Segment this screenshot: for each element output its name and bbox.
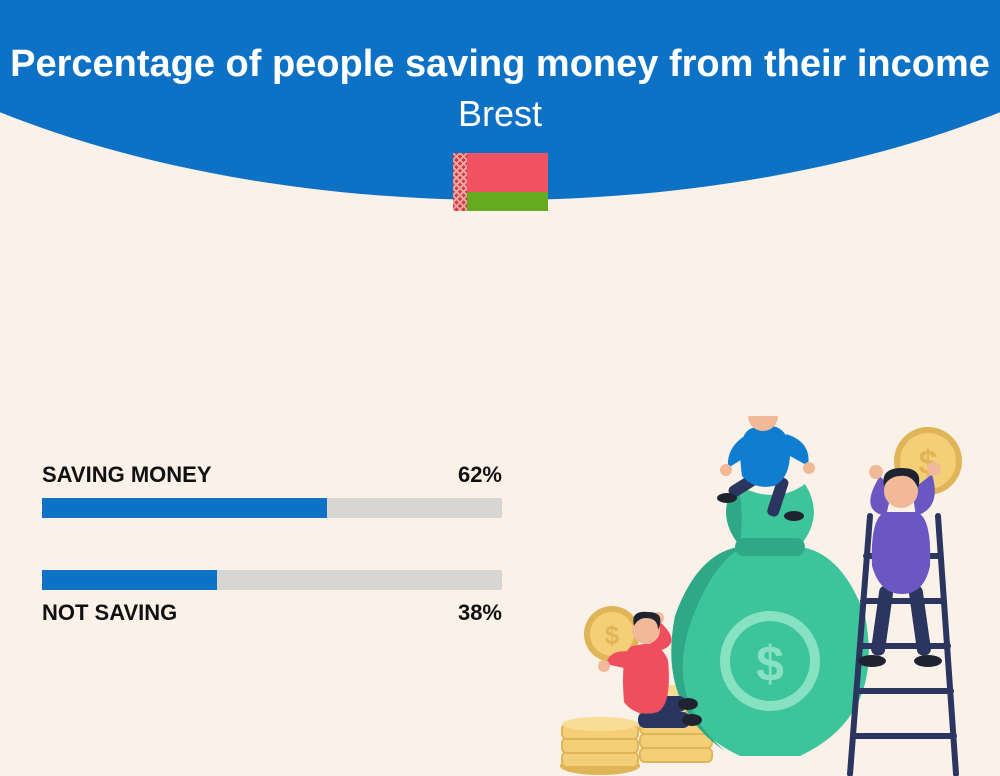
header: Percentage of people saving money from t… xyxy=(0,40,1000,211)
svg-text:$: $ xyxy=(756,636,784,692)
bar-group-saving: SAVING MONEY 62% xyxy=(42,462,502,518)
money-bag-icon: $ xyxy=(671,484,869,756)
flag-stripe-bottom xyxy=(467,192,548,212)
bar-value: 62% xyxy=(458,462,502,488)
bar-value: 38% xyxy=(458,600,502,626)
person-icon xyxy=(858,462,942,667)
bar-chart: SAVING MONEY 62% NOT SAVING 38% xyxy=(42,462,502,626)
bar-group-notsaving: NOT SAVING 38% xyxy=(42,570,502,626)
bar-track xyxy=(42,570,502,590)
savings-illustration: $ $ xyxy=(540,416,970,776)
bar-labels: NOT SAVING 38% xyxy=(42,600,502,626)
bar-track xyxy=(42,498,502,518)
flag-stripe-top xyxy=(467,153,548,191)
page-title: Percentage of people saving money from t… xyxy=(0,40,1000,89)
bar-labels: SAVING MONEY 62% xyxy=(42,462,502,488)
bar-fill xyxy=(42,498,327,518)
bar-label: SAVING MONEY xyxy=(42,462,212,488)
flag-icon xyxy=(453,153,548,211)
bar-fill xyxy=(42,570,217,590)
svg-text:$: $ xyxy=(605,620,620,650)
coin-stack-icon xyxy=(560,717,640,775)
location-subtitle: Brest xyxy=(0,93,1000,135)
flag-ornament-band xyxy=(453,153,467,211)
bar-label: NOT SAVING xyxy=(42,600,177,626)
